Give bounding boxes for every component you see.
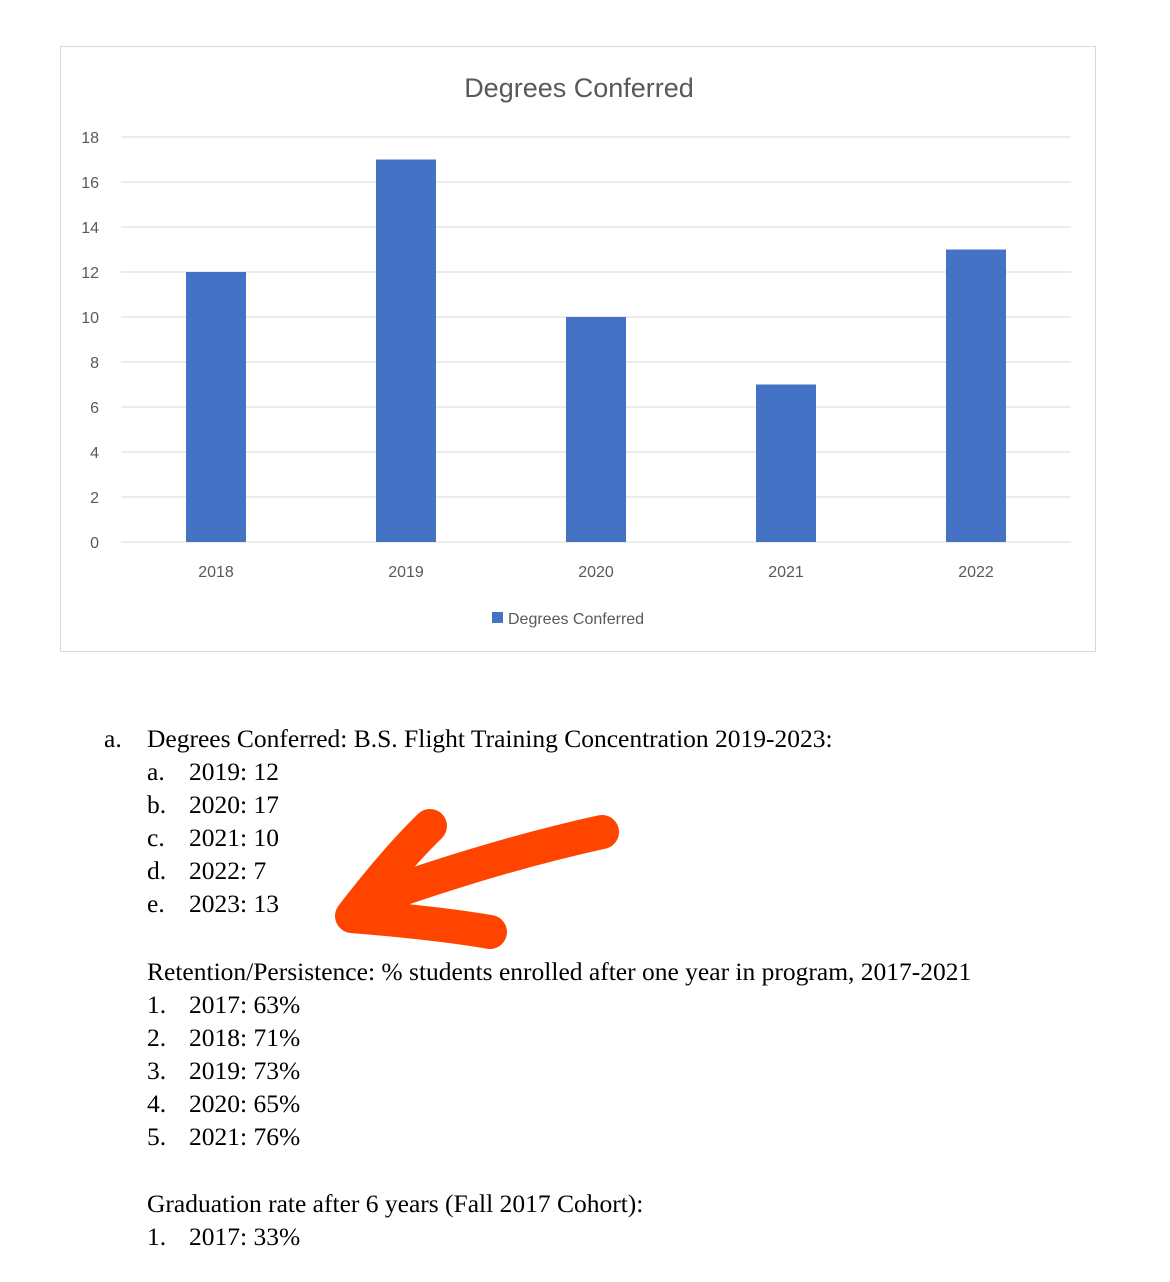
x-tick-label: 2022: [958, 564, 994, 581]
y-tick-label: 0: [90, 535, 99, 552]
list-marker: 1.: [147, 990, 167, 1019]
y-tick-label: 4: [90, 445, 99, 462]
bar-2018: [186, 272, 246, 542]
list-item: 2017: 33%: [189, 1222, 301, 1251]
y-tick-label: 14: [81, 220, 99, 237]
section-heading-retention: Retention/Persistence: % students enroll…: [147, 957, 972, 986]
list-item: 2017: 63%: [189, 990, 301, 1019]
y-tick-label: 16: [81, 175, 99, 192]
list-marker: c.: [147, 823, 165, 852]
y-tick-label: 12: [81, 265, 99, 282]
list-item: 2022: 7: [189, 856, 267, 885]
list-marker: 3.: [147, 1056, 167, 1085]
chart-container: Degrees Conferred 0 2 4 6 8 10 12 14 16 18 2018 20…: [60, 46, 1096, 652]
x-tick-label: 2018: [198, 564, 234, 581]
list-marker: a.: [104, 724, 122, 753]
list-marker: 5.: [147, 1122, 167, 1151]
list-item: 2021: 76%: [189, 1122, 301, 1151]
chart-title: Degrees Conferred: [464, 73, 694, 103]
section-heading-graduation: Graduation rate after 6 years (Fall 2017…: [147, 1189, 644, 1218]
list-item: 2020: 17: [189, 790, 279, 819]
bar-2021: [756, 384, 816, 542]
legend-swatch: [492, 612, 503, 623]
list-marker: 4.: [147, 1089, 167, 1118]
list-marker: d.: [147, 856, 167, 885]
list-marker: 1.: [147, 1222, 167, 1251]
bar-chart: Degrees Conferred 0 2 4 6 8 10 12 14 16 18 2018 20…: [81, 73, 1071, 628]
list-marker: b.: [147, 790, 167, 819]
bar-2019: [376, 159, 436, 542]
y-tick-label: 8: [90, 355, 99, 372]
list-item: 2019: 73%: [189, 1056, 301, 1085]
y-tick-label: 18: [81, 130, 99, 147]
list-marker: 2.: [147, 1023, 167, 1052]
x-tick-label: 2019: [388, 564, 424, 581]
list-marker: a.: [147, 757, 165, 786]
y-tick-label: 2: [90, 490, 99, 507]
legend-label: Degrees Conferred: [508, 611, 644, 628]
y-tick-label: 6: [90, 400, 99, 417]
bar-2022: [946, 249, 1006, 542]
list-item: 2021: 10: [189, 823, 279, 852]
list-item: 2020: 65%: [189, 1089, 301, 1118]
y-tick-label: 10: [81, 310, 99, 327]
x-tick-label: 2021: [768, 564, 804, 581]
list-item: 2023: 13: [189, 889, 279, 918]
list-marker: e.: [147, 889, 165, 918]
x-tick-label: 2020: [578, 564, 614, 581]
list-item: 2019: 12: [189, 757, 279, 786]
list-item: 2018: 71%: [189, 1023, 301, 1052]
section-heading-degrees: Degrees Conferred: B.S. Flight Training …: [147, 724, 833, 753]
bar-2020: [566, 317, 626, 542]
